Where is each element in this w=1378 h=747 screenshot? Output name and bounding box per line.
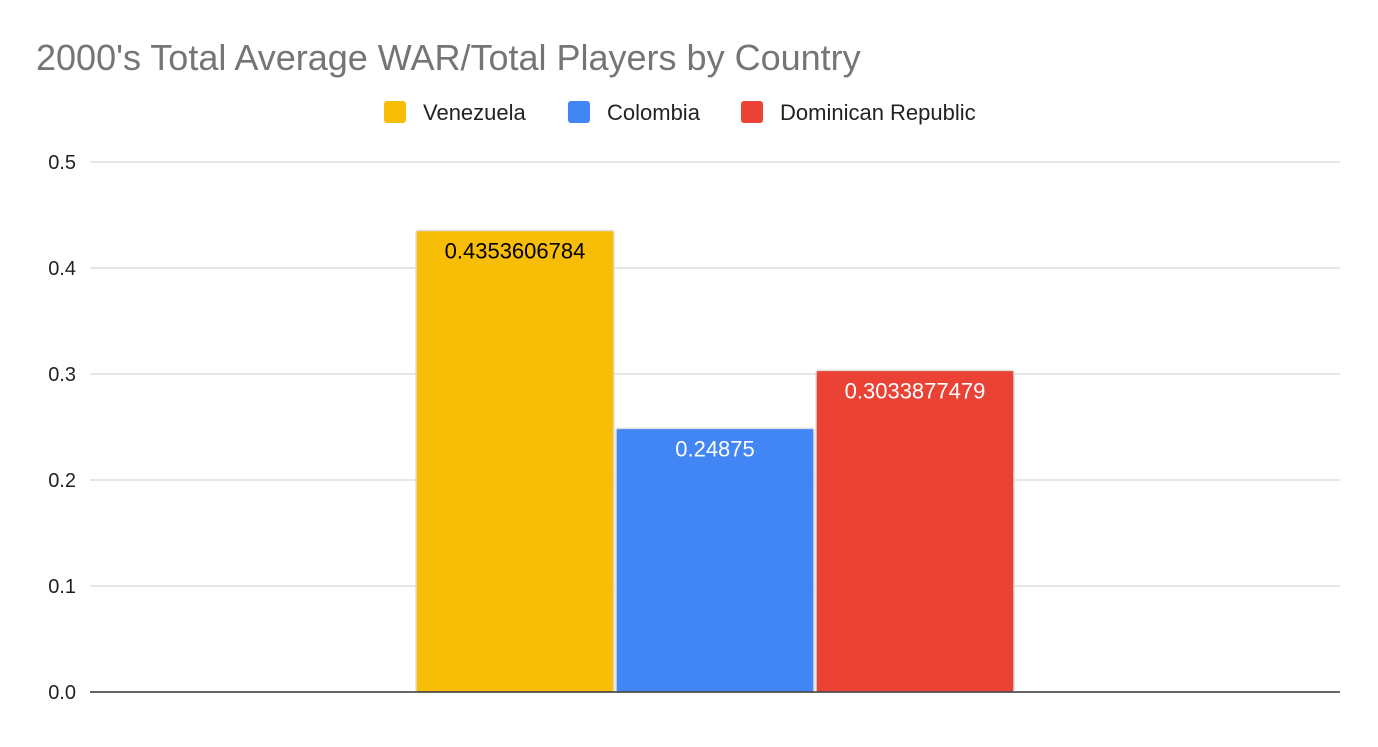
legend-swatch	[568, 101, 590, 123]
chart-legend: Venezuela Colombia Dominican Republic	[384, 100, 976, 125]
legend-label: Colombia	[607, 100, 701, 125]
bar-value-label: 0.3033877479	[845, 378, 986, 403]
chart-bars	[415, 229, 1015, 693]
legend-swatch	[741, 101, 763, 123]
y-tick-label: 0.2	[48, 470, 76, 492]
chart-title: 2000's Total Average WAR/Total Players b…	[36, 37, 861, 78]
legend-swatch	[384, 101, 406, 123]
bar	[615, 427, 815, 693]
bar-value-label: 0.24875	[675, 436, 755, 461]
y-tick-label: 0.0	[48, 682, 76, 704]
legend-label: Dominican Republic	[780, 100, 976, 125]
bar	[815, 369, 1015, 693]
y-tick-label: 0.1	[48, 576, 76, 598]
chart-gridlines	[90, 161, 1340, 587]
bar-data-labels: 0.4353606784 0.24875 0.3033877479	[445, 239, 986, 462]
y-tick-label: 0.4	[48, 258, 76, 280]
legend-label: Venezuela	[423, 100, 527, 125]
y-tick-label: 0.5	[48, 152, 76, 174]
bar	[415, 229, 615, 693]
bar-value-label: 0.4353606784	[445, 239, 586, 264]
y-tick-label: 0.3	[48, 364, 76, 386]
y-axis: 0.0 0.1 0.2 0.3 0.4 0.5	[48, 152, 76, 704]
